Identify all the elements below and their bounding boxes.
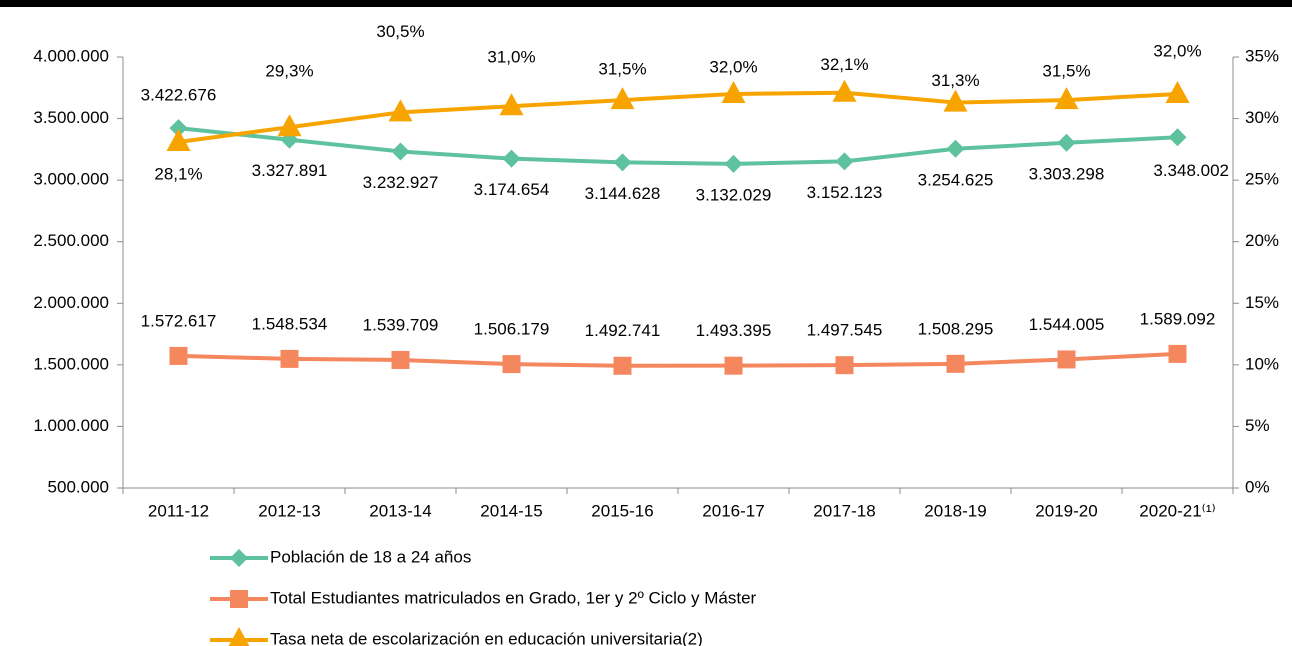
data-label: 32,0% bbox=[1153, 41, 1201, 60]
data-label: 31,0% bbox=[487, 48, 535, 67]
data-label: 1.508.295 bbox=[918, 319, 994, 338]
data-label: 31,5% bbox=[1042, 62, 1090, 81]
data-label: 1.493.395 bbox=[696, 321, 772, 340]
data-point bbox=[388, 99, 413, 122]
y2-tick-label: 15% bbox=[1245, 293, 1279, 312]
x-tick-label: 2017-18 bbox=[813, 501, 875, 520]
y2-tick-label: 0% bbox=[1245, 477, 1270, 496]
data-point bbox=[166, 128, 191, 151]
legend-label: Población de 18 a 24 años bbox=[270, 547, 471, 566]
y2-tick-label: 25% bbox=[1245, 170, 1279, 189]
y-tick-label: 1.500.000 bbox=[33, 354, 109, 373]
data-label: 32,0% bbox=[709, 57, 757, 76]
data-point bbox=[499, 93, 524, 116]
y2-tick-label: 35% bbox=[1245, 46, 1279, 65]
data-point bbox=[1057, 350, 1076, 369]
x-tick-label: 2012-13 bbox=[258, 501, 320, 520]
data-label: 1.497.545 bbox=[807, 321, 883, 340]
data-label: 32,1% bbox=[820, 55, 868, 74]
y-tick-label: 2.500.000 bbox=[33, 231, 109, 250]
data-label: 29,3% bbox=[265, 62, 313, 81]
x-tick-label: 2013-14 bbox=[369, 501, 431, 520]
data-label: 31,3% bbox=[931, 71, 979, 90]
data-point bbox=[613, 356, 632, 375]
y-tick-label: 1.000.000 bbox=[33, 416, 109, 435]
data-point bbox=[169, 119, 188, 138]
series-line bbox=[178, 90, 1178, 144]
data-label: 3.174.654 bbox=[474, 180, 550, 199]
x-tick-label: 2016-17 bbox=[702, 501, 764, 520]
data-label: 3.422.676 bbox=[141, 86, 217, 105]
legend-marker bbox=[228, 627, 250, 646]
data-label: 3.232.927 bbox=[363, 173, 439, 192]
data-label: 1.544.005 bbox=[1029, 315, 1105, 334]
y-tick-label: 4.000.000 bbox=[33, 46, 109, 65]
data-point bbox=[502, 355, 521, 374]
x-tick-label: 2015-16 bbox=[591, 501, 653, 520]
data-point bbox=[946, 139, 965, 158]
data-label: 1.572.617 bbox=[141, 311, 217, 330]
data-label: 3.144.628 bbox=[585, 184, 661, 203]
legend-marker bbox=[230, 590, 248, 608]
y-tick-label: 2.000.000 bbox=[33, 293, 109, 312]
data-point bbox=[721, 80, 746, 103]
data-label: 3.303.298 bbox=[1029, 164, 1105, 183]
y-tick-label: 3.000.000 bbox=[33, 170, 109, 189]
data-label: 3.348.002 bbox=[1153, 161, 1229, 180]
top-rule bbox=[0, 0, 1292, 7]
data-point bbox=[724, 154, 743, 173]
data-point bbox=[280, 349, 299, 368]
x-tick-label: 2020-21⁽¹⁾ bbox=[1139, 501, 1215, 520]
data-label: 1.506.179 bbox=[474, 320, 550, 339]
y2-tick-label: 30% bbox=[1245, 108, 1279, 127]
data-point bbox=[943, 89, 968, 112]
series-line bbox=[178, 126, 1178, 166]
y-tick-label: 3.500.000 bbox=[33, 108, 109, 127]
data-point bbox=[277, 114, 302, 137]
data-label: 30,5% bbox=[376, 22, 424, 41]
series-line bbox=[178, 351, 1178, 368]
data-point bbox=[391, 350, 410, 369]
data-point bbox=[1168, 128, 1187, 147]
data-point bbox=[1165, 80, 1190, 103]
data-label: 1.589.092 bbox=[1140, 309, 1216, 328]
data-label: 1.548.534 bbox=[252, 314, 328, 333]
data-label: 3.152.123 bbox=[807, 183, 883, 202]
data-label: 1.539.709 bbox=[363, 315, 439, 334]
data-label: 28,1% bbox=[154, 164, 202, 183]
data-point bbox=[835, 152, 854, 171]
data-label: 1.492.741 bbox=[585, 321, 661, 340]
y-tick-label: 500.000 bbox=[48, 477, 109, 496]
data-point bbox=[1168, 344, 1187, 363]
y2-tick-label: 5% bbox=[1245, 416, 1270, 435]
y2-tick-label: 10% bbox=[1245, 354, 1279, 373]
data-label: 3.132.029 bbox=[696, 185, 772, 204]
data-point bbox=[835, 356, 854, 375]
data-point bbox=[169, 346, 188, 365]
data-label: 31,5% bbox=[598, 60, 646, 79]
data-point bbox=[502, 149, 521, 168]
data-point bbox=[610, 87, 635, 110]
x-tick-label: 2011-12 bbox=[148, 501, 209, 520]
data-point bbox=[832, 79, 857, 102]
data-label: 3.327.891 bbox=[252, 161, 328, 180]
x-tick-label: 2014-15 bbox=[480, 501, 542, 520]
legend-marker bbox=[230, 549, 248, 567]
legend-label: Total Estudiantes matriculados en Grado,… bbox=[270, 588, 757, 607]
x-tick-label: 2018-19 bbox=[924, 501, 986, 520]
data-point bbox=[724, 356, 743, 375]
data-point bbox=[1054, 87, 1079, 110]
data-point bbox=[946, 354, 965, 373]
legend-label: Tasa neta de escolarización en educación… bbox=[270, 629, 703, 646]
x-tick-label: 2019-20 bbox=[1035, 501, 1097, 520]
data-point bbox=[613, 153, 632, 172]
data-point bbox=[391, 142, 410, 161]
data-point bbox=[1057, 133, 1076, 152]
data-label: 3.254.625 bbox=[918, 170, 994, 189]
y2-tick-label: 20% bbox=[1245, 231, 1279, 250]
